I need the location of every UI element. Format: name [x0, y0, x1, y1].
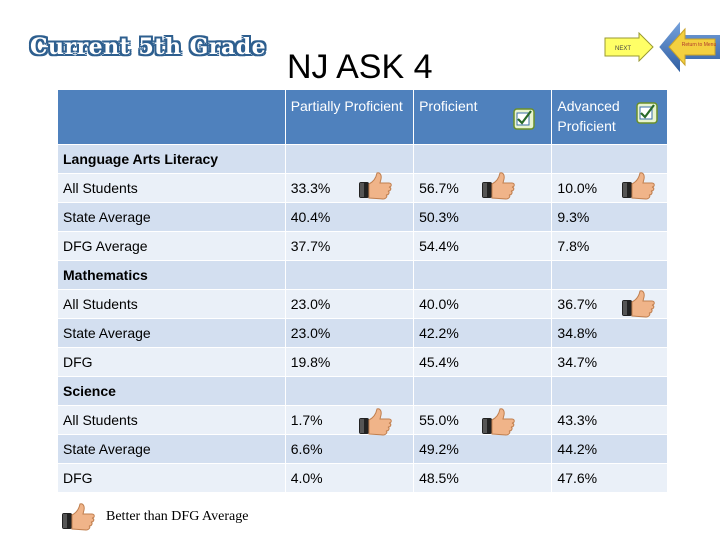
row-label: All Students	[57, 173, 286, 203]
row-label: DFG Average	[57, 231, 286, 261]
value-cell	[413, 376, 553, 406]
thumbs-up-icon	[359, 172, 392, 200]
table-row: All Students 1.7% 55.0% 43.3%	[57, 405, 668, 435]
thumbs-up-icon	[482, 408, 515, 436]
value-cell	[284, 144, 415, 174]
row-label: DFG	[57, 347, 286, 377]
page-title: NJ ASK 4	[287, 48, 433, 86]
column-header: Partially Proficient	[284, 89, 415, 145]
value-cell: 1.7%	[284, 405, 415, 435]
row-label: All Students	[57, 289, 286, 319]
value-cell: 40.0%	[413, 289, 553, 319]
value-cell: 33.3%	[284, 173, 415, 203]
value-cell: 34.8%	[551, 318, 668, 348]
value-cell: 44.2%	[551, 434, 668, 464]
section-row: Science	[57, 376, 668, 406]
legend-label: Better than DFG Average	[106, 509, 249, 524]
value-cell: 54.4%	[413, 231, 553, 261]
row-label: All Students	[57, 405, 286, 435]
value-cell	[551, 260, 668, 290]
table-row: DFG 19.8% 45.4% 34.7%	[57, 347, 668, 377]
next-button[interactable]: NEXT	[603, 32, 655, 62]
return-menu-label: Return to Menu	[682, 42, 717, 48]
value-cell	[284, 260, 415, 290]
table-row: State Average 6.6% 49.2% 44.2%	[57, 434, 668, 464]
value-cell: 43.3%	[551, 405, 668, 435]
table-row: All Students 23.0% 40.0% 36.7%	[57, 289, 668, 319]
thumbs-up-icon	[62, 503, 95, 531]
value-cell: 37.7%	[284, 231, 415, 261]
table-row: State Average 23.0% 42.2% 34.8%	[57, 318, 668, 348]
checkbox-icon	[513, 108, 535, 130]
value-cell	[551, 144, 668, 174]
column-header: Proficient	[413, 89, 553, 145]
value-cell: 45.4%	[413, 347, 553, 377]
table-row: State Average 40.4% 50.3% 9.3%	[57, 202, 668, 232]
thumbs-up-icon	[622, 290, 655, 318]
value-cell: 42.2%	[413, 318, 553, 348]
value-cell: 47.6%	[551, 463, 668, 493]
value-cell: 49.2%	[413, 434, 553, 464]
thumbs-up-icon	[622, 172, 655, 200]
value-cell: 6.6%	[284, 434, 415, 464]
row-label: State Average	[57, 318, 286, 348]
section-label: Language Arts Literacy	[57, 144, 286, 174]
value-cell	[284, 376, 415, 406]
value-cell	[413, 260, 553, 290]
row-label: State Average	[57, 434, 286, 464]
thumbs-up-icon	[482, 172, 515, 200]
section-row: Mathematics	[57, 260, 668, 290]
value-cell: 9.3%	[551, 202, 668, 232]
value-cell: 48.5%	[413, 463, 553, 493]
value-cell: 40.4%	[284, 202, 415, 232]
section-label: Mathematics	[57, 260, 286, 290]
value-cell	[413, 144, 553, 174]
value-cell: 7.8%	[551, 231, 668, 261]
value-cell: 23.0%	[284, 289, 415, 319]
value-cell: 19.8%	[284, 347, 415, 377]
return-menu-button[interactable]: Return to Menu	[655, 16, 723, 78]
table-header-row: Partially Proficient Proficient Advanced P…	[57, 89, 668, 145]
value-cell	[551, 376, 668, 406]
value-cell: 23.0%	[284, 318, 415, 348]
thumbs-up-icon	[359, 408, 392, 436]
results-table: Partially Proficient Proficient Advanced P…	[57, 89, 668, 493]
table-row: DFG 4.0% 48.5% 47.6%	[57, 463, 668, 493]
next-button-label: NEXT	[615, 46, 631, 52]
grade-badge: Current 5th Grade	[30, 34, 267, 60]
value-cell: 34.7%	[551, 347, 668, 377]
row-label: State Average	[57, 202, 286, 232]
table-row: DFG Average 37.7% 54.4% 7.8%	[57, 231, 668, 261]
checkbox-icon	[636, 102, 658, 124]
section-label: Science	[57, 376, 286, 406]
value-cell: 50.3%	[413, 202, 553, 232]
column-header	[57, 89, 286, 145]
row-label: DFG	[57, 463, 286, 493]
value-cell: 4.0%	[284, 463, 415, 493]
section-row: Language Arts Literacy	[57, 144, 668, 174]
